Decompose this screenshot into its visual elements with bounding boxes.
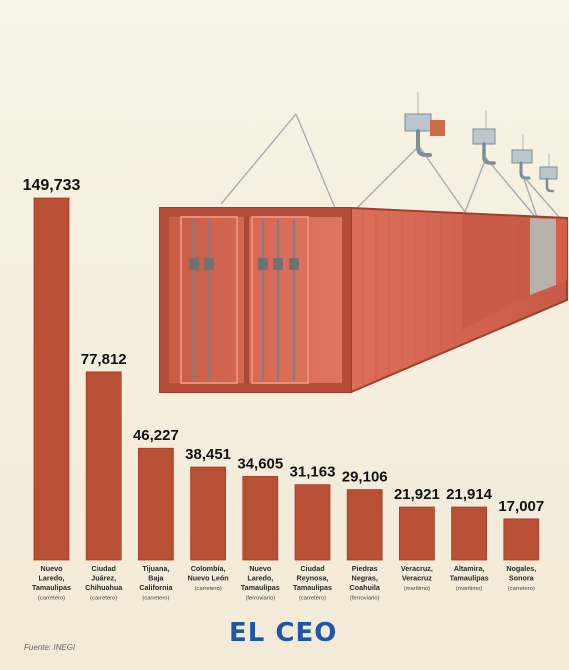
mode-label: (carretero) (142, 596, 169, 602)
category-label: Coahuila (350, 583, 381, 592)
category-label: California (139, 583, 173, 592)
bar (451, 506, 488, 561)
category-label: Nuevo León (188, 574, 229, 583)
category-label: Veracruz (402, 574, 432, 583)
bar-value-label: 149,733 (23, 177, 81, 194)
category-label: Negras, (352, 574, 378, 583)
category-label: Tamaulipas (293, 583, 332, 592)
mode-label: (marítimo) (404, 586, 430, 592)
category-label: Tamaulipas (32, 583, 71, 592)
brand-text: EL CEO (229, 618, 338, 648)
category-label: Altamira, (454, 564, 485, 573)
category-label: Nogales, (506, 564, 536, 573)
bar-value-label: 77,812 (81, 351, 127, 368)
category-label: Sonora (509, 574, 535, 583)
bar-value-label: 38,451 (185, 446, 231, 463)
mode-label: (carretero) (90, 596, 117, 602)
category-label: Tamaulipas (241, 583, 280, 592)
category-label: Baja (148, 574, 164, 583)
bar-value-label: 17,007 (498, 498, 544, 515)
bar-value-label: 29,106 (342, 469, 388, 486)
category-label: Ciudad (92, 564, 116, 573)
bar-value-label: 31,163 (290, 464, 336, 481)
bar (33, 197, 70, 561)
bar-value-label: 34,605 (237, 455, 283, 472)
category-label: Ciudad (300, 564, 324, 573)
bar (137, 447, 174, 561)
bar-value-label: 21,914 (446, 486, 493, 503)
category-label: Veracruz, (401, 564, 433, 573)
bar (503, 518, 540, 561)
category-label: Laredo, (247, 574, 273, 583)
bar (242, 475, 279, 561)
category-label: Tijuana, (142, 564, 169, 573)
mode-label: (carretero) (299, 596, 326, 602)
category-label: Piedras (352, 564, 378, 573)
bar (190, 466, 227, 561)
category-label: Nuevo (41, 564, 64, 573)
bar (346, 489, 383, 561)
category-label: Laredo, (39, 574, 65, 583)
mode-label: (ferroviario) (245, 596, 275, 602)
bar-value-label: 21,921 (394, 486, 440, 503)
bar (398, 506, 435, 561)
bar-value-label: 46,227 (133, 427, 179, 444)
category-label: Reynosa, (297, 574, 329, 583)
bar (294, 484, 331, 561)
mode-label: (marítimo) (456, 586, 482, 592)
mode-label: (carretero) (38, 596, 65, 602)
category-label: Colombia, (191, 564, 226, 573)
category-label: Juárez, (91, 574, 116, 583)
mode-label: (ferroviario) (350, 596, 380, 602)
mode-label: (carretero) (195, 586, 222, 592)
brand-logo: EL CEO (229, 618, 337, 648)
category-label: Tamaulipas (450, 574, 489, 583)
category-label: Nuevo (249, 564, 272, 573)
mode-label: (carretero) (508, 586, 535, 592)
source-label: Fuente: INEGI (24, 643, 76, 652)
category-label: Chihuahua (85, 583, 123, 592)
bar (85, 371, 122, 561)
